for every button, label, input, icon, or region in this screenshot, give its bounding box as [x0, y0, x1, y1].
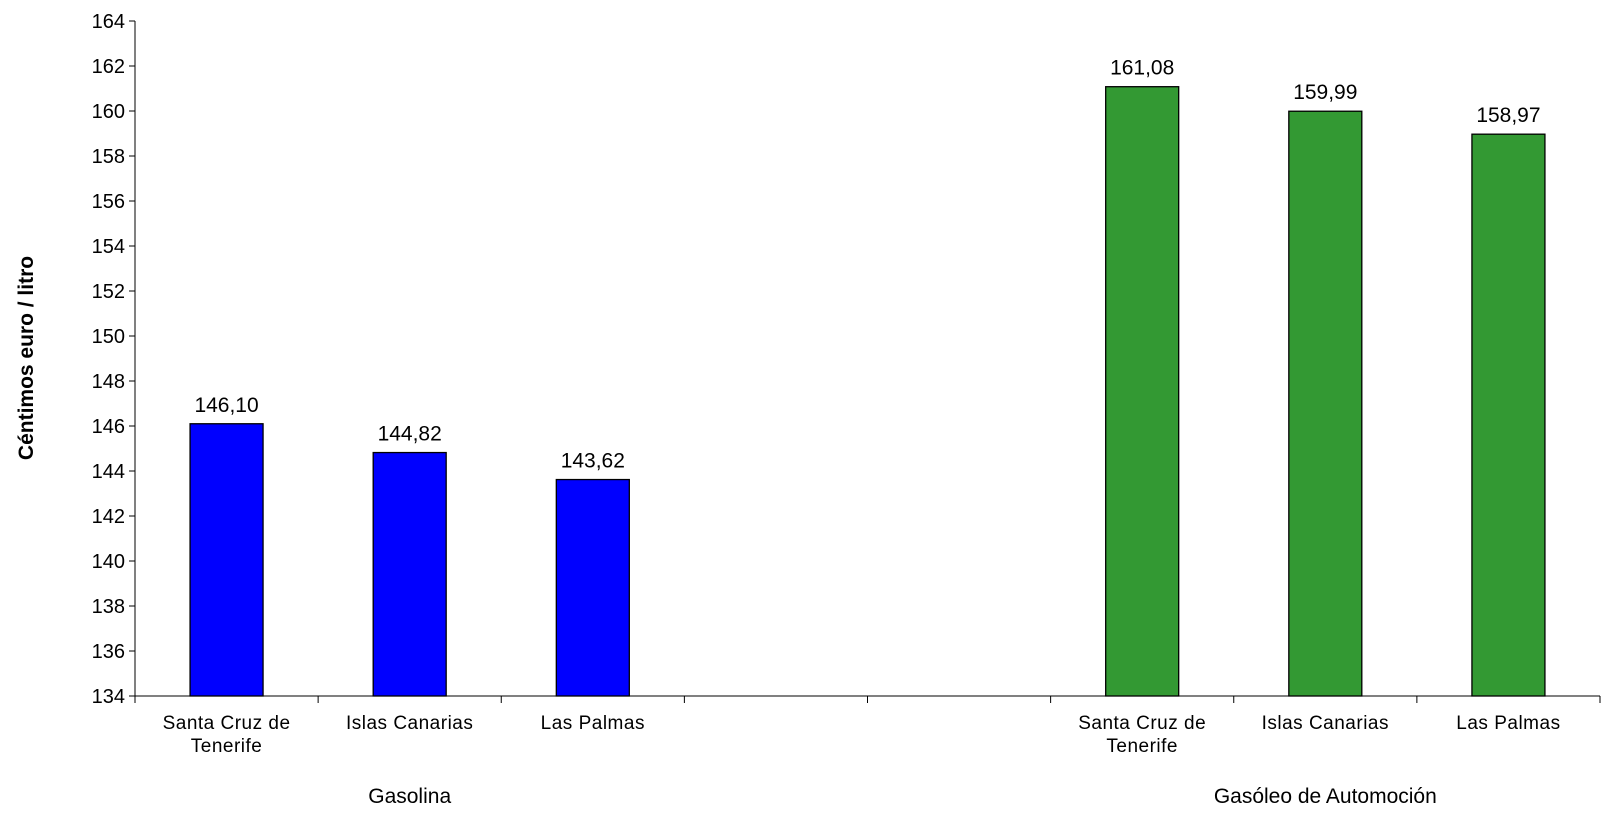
data-label: 159,99: [1293, 81, 1357, 104]
y-tick-label: 142: [92, 506, 125, 528]
bar: [372, 451, 447, 697]
y-tick-label: 162: [92, 56, 125, 78]
y-tick-label: 150: [92, 326, 125, 348]
axes-layer: 134 136 138 140 142 144 146 148 150 152 154 156 158 1…: [92, 11, 1601, 708]
data-label: 143,62: [561, 450, 625, 473]
y-tick-label: 136: [92, 641, 125, 663]
y-tick-label: 144: [92, 461, 125, 483]
data-label: 146,10: [194, 394, 258, 417]
data-label: 144,82: [378, 423, 442, 446]
bar: [1471, 133, 1546, 697]
x-category-label: Las Palmas: [541, 713, 645, 734]
y-tick-label: 134: [92, 686, 125, 708]
y-tick-label: 152: [92, 281, 125, 303]
y-tick-label: 154: [92, 236, 125, 258]
x-group-label: Gasóleo de Automoción: [1214, 785, 1437, 808]
y-tick-label: 138: [92, 596, 125, 618]
x-group-label: Gasolina: [368, 785, 451, 808]
y-tick-label: 160: [92, 101, 125, 123]
y-tick-label: 140: [92, 551, 125, 573]
x-category-label: Santa Cruz de: [163, 713, 291, 734]
bar: [1288, 110, 1363, 697]
x-category-label: Islas Canarias: [1262, 713, 1389, 734]
y-tick-label: 164: [92, 11, 125, 33]
y-tick-label: 158: [92, 146, 125, 168]
x-category-label: Tenerife: [191, 736, 263, 757]
y-tick-label: 148: [92, 371, 125, 393]
bars-layer: [189, 86, 1546, 697]
bar: [1105, 86, 1180, 697]
data-label: 158,97: [1476, 104, 1540, 127]
bar: [189, 423, 264, 697]
y-tick-label: 146: [92, 416, 125, 438]
data-label: 161,08: [1110, 57, 1174, 80]
x-category-label: Santa Cruz de: [1078, 713, 1206, 734]
bar: [555, 478, 630, 697]
x-category-label: Islas Canarias: [346, 713, 473, 734]
x-category-label: Tenerife: [1106, 736, 1178, 757]
y-tick-label: 156: [92, 191, 125, 213]
y-axis-title: Céntimos euro / litro: [15, 256, 38, 460]
x-category-label: Las Palmas: [1456, 713, 1560, 734]
